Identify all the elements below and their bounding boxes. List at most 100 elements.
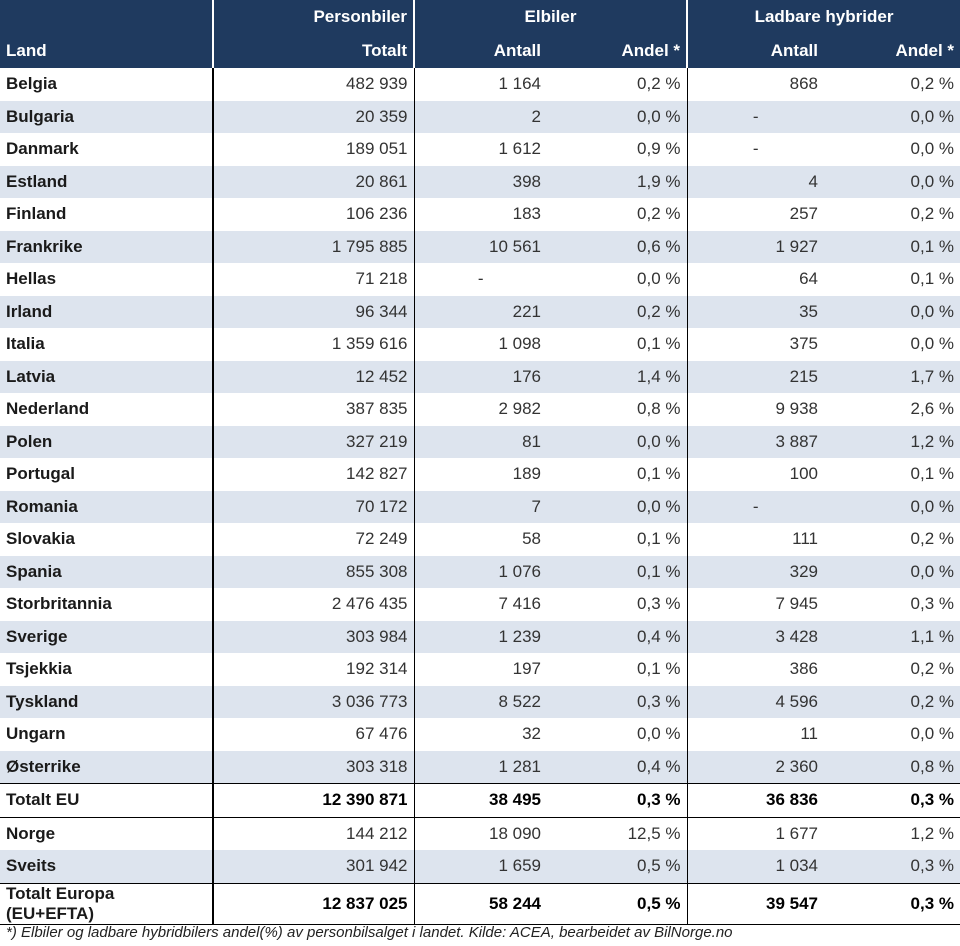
cell-el-andel: 0,2 % — [547, 68, 687, 101]
cell-el-andel: 0,2 % — [547, 295, 687, 328]
cell-land: Latvia — [0, 360, 213, 393]
cell-land: Norge — [0, 817, 213, 850]
cell-el-antall: 1 281 — [413, 750, 547, 784]
table-row: Hellas 71 218-0,0 % 64 0,1 % — [0, 263, 960, 296]
cell-el-andel: 0,1 % — [547, 555, 687, 588]
header-land: Land — [0, 34, 213, 68]
cell-lh-andel: 0,3 % — [824, 850, 960, 883]
cell-totalt: 189 051 — [212, 133, 414, 166]
cell-totalt: 1 795 885 — [212, 230, 414, 263]
cell-el-antall: 10 561 — [413, 230, 547, 263]
header-el-antall: Antall — [413, 34, 547, 68]
cell-el-antall: 18 090 — [413, 817, 547, 850]
header-el-andel: Andel * — [547, 34, 687, 68]
cell-lh-andel: 0,2 % — [824, 523, 960, 556]
table-row: Latvia 12 452 176 1,4 % 215 1,7 % — [0, 360, 960, 393]
cell-lh-antall: 3 428 — [686, 620, 824, 653]
table-row: Bulgaria 20 359 2 0,0 % -0,0 % — [0, 100, 960, 133]
cell-lh-antall: 100 — [686, 458, 824, 491]
cell-lh-antall: 329 — [686, 555, 824, 588]
cell-land: Estland — [0, 165, 213, 198]
cell-lh-andel: 0,0 % — [824, 490, 960, 523]
cell-el-andel: 0,0 % — [547, 425, 687, 458]
cell-lh-andel: 1,2 % — [824, 425, 960, 458]
cell-lh-andel: 0,1 % — [824, 458, 960, 491]
header-empty — [0, 0, 213, 34]
cell-el-andel: 12,5 % — [547, 817, 687, 850]
cell-land: Romania — [0, 490, 213, 523]
cell-lh-andel: 0,0 % — [824, 165, 960, 198]
cell-lh-antall: 35 — [686, 295, 824, 328]
cell-lh-antall: 3 887 — [686, 425, 824, 458]
table-row: Tyskland 3 036 773 8 522 0,3 % 4 596 0,2 % — [0, 685, 960, 718]
cell-el-antall: 2 982 — [413, 393, 547, 426]
cell-lh-antall: 39 547 — [686, 882, 824, 925]
cell-lh-antall: 257 — [686, 198, 824, 231]
cell-land: Portugal — [0, 458, 213, 491]
cell-lh-andel: 0,0 % — [824, 295, 960, 328]
cell-land: Slovakia — [0, 523, 213, 556]
cell-totalt: 144 212 — [212, 817, 414, 850]
cell-el-antall: 189 — [413, 458, 547, 491]
cell-el-andel: 0,0 % — [547, 263, 687, 296]
cell-totalt: 12 390 871 — [212, 783, 414, 818]
cell-lh-antall: 111 — [686, 523, 824, 556]
cell-lh-antall: 375 — [686, 328, 824, 361]
cell-lh-antall: 1 927 — [686, 230, 824, 263]
cell-el-andel: 0,0 % — [547, 490, 687, 523]
table-row: Romania 70 172 7 0,0 % -0,0 % — [0, 490, 960, 523]
cell-totalt: 70 172 — [212, 490, 414, 523]
cell-land: Polen — [0, 425, 213, 458]
cell-totalt: 72 249 — [212, 523, 414, 556]
cell-lh-andel: 0,2 % — [824, 68, 960, 101]
table-row-total-eu: Totalt EU 12 390 871 38 495 0,3 % 36 836 0,3 … — [0, 783, 960, 818]
cell-el-antall: 1 239 — [413, 620, 547, 653]
cell-el-andel: 0,1 % — [547, 328, 687, 361]
cell-lh-antall: 64 — [686, 263, 824, 296]
cell-lh-andel: 0,2 % — [824, 685, 960, 718]
table-row: Storbritannia 2 476 435 7 416 0,3 % 7 945 0,3… — [0, 588, 960, 621]
cell-lh-antall: 2 360 — [686, 750, 824, 784]
cell-totalt: 67 476 — [212, 718, 414, 751]
cell-lh-andel: 0,2 % — [824, 653, 960, 686]
cell-totalt: 855 308 — [212, 555, 414, 588]
cell-lh-andel: 0,0 % — [824, 100, 960, 133]
cell-el-antall: 58 — [413, 523, 547, 556]
cell-el-antall: 398 — [413, 165, 547, 198]
cell-el-andel: 0,1 % — [547, 653, 687, 686]
cell-lh-andel: 0,0 % — [824, 133, 960, 166]
cell-el-antall: 7 — [413, 490, 547, 523]
cell-land: Italia — [0, 328, 213, 361]
cell-el-antall: 1 612 — [413, 133, 547, 166]
cell-land: Belgia — [0, 68, 213, 101]
cell-totalt: 12 837 025 — [212, 882, 414, 925]
cell-totalt: 301 942 — [212, 850, 414, 883]
footnote: *) Elbiler og ladbare hybridbilers andel… — [6, 924, 733, 941]
cell-totalt: 96 344 — [212, 295, 414, 328]
cell-lh-andel: 0,1 % — [824, 230, 960, 263]
cell-el-antall: 58 244 — [413, 882, 547, 925]
header-totalt: Totalt — [212, 34, 414, 68]
cell-totalt: 1 359 616 — [212, 328, 414, 361]
table-row: Nederland 387 835 2 982 0,8 % 9 938 2,6 % — [0, 393, 960, 426]
cell-totalt: 2 476 435 — [212, 588, 414, 621]
cell-land: Irland — [0, 295, 213, 328]
cell-totalt: 20 359 — [212, 100, 414, 133]
cell-land: Totalt EU — [0, 783, 213, 818]
cell-lh-antall: 9 938 — [686, 393, 824, 426]
cell-lh-andel: 0,3 % — [824, 783, 960, 818]
header-row-columns: Land Totalt Antall Andel * Antall Andel … — [0, 34, 960, 68]
cell-el-andel: 0,9 % — [547, 133, 687, 166]
cell-land: Tyskland — [0, 685, 213, 718]
cell-el-antall: 81 — [413, 425, 547, 458]
cell-lh-antall: - — [686, 133, 824, 166]
cell-el-andel: 0,5 % — [547, 882, 687, 925]
cell-el-andel: 0,8 % — [547, 393, 687, 426]
cell-totalt: 71 218 — [212, 263, 414, 296]
cell-land: Storbritannia — [0, 588, 213, 621]
cell-lh-andel: 0,1 % — [824, 263, 960, 296]
cell-totalt: 20 861 — [212, 165, 414, 198]
cell-el-antall: 1 164 — [413, 68, 547, 101]
cell-land: Spania — [0, 555, 213, 588]
